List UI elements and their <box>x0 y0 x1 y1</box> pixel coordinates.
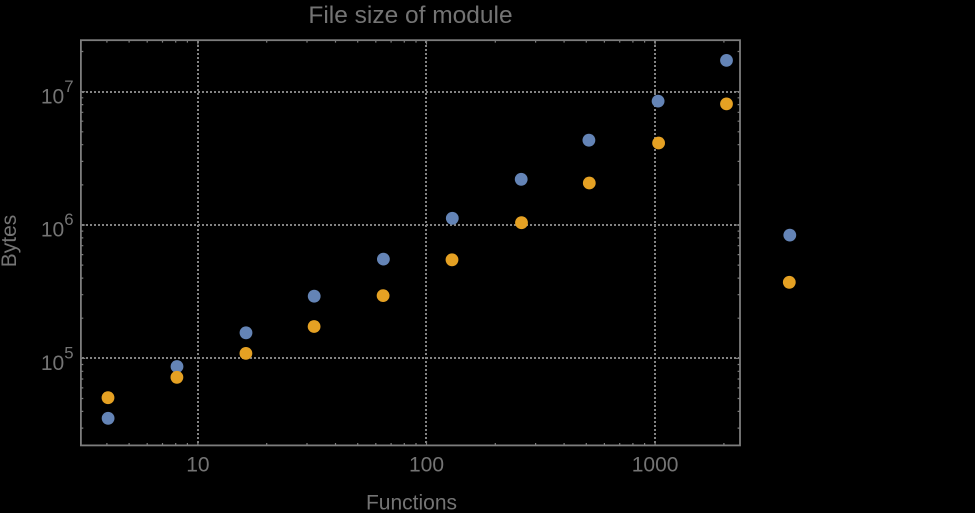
svg-text:100: 100 <box>409 454 444 477</box>
svg-text:10: 10 <box>186 454 209 477</box>
svg-text:5: 5 <box>64 344 73 363</box>
svg-text:1000: 1000 <box>632 454 679 477</box>
svg-text:Bytes: Bytes <box>0 215 21 268</box>
svg-text:File size of module: File size of module <box>308 2 512 29</box>
svg-text:10: 10 <box>41 85 64 108</box>
svg-text:Functions: Functions <box>366 492 457 513</box>
svg-text:7: 7 <box>64 77 73 96</box>
svg-text:10: 10 <box>41 352 64 375</box>
svg-text:10: 10 <box>41 219 64 242</box>
svg-text:6: 6 <box>64 210 73 229</box>
